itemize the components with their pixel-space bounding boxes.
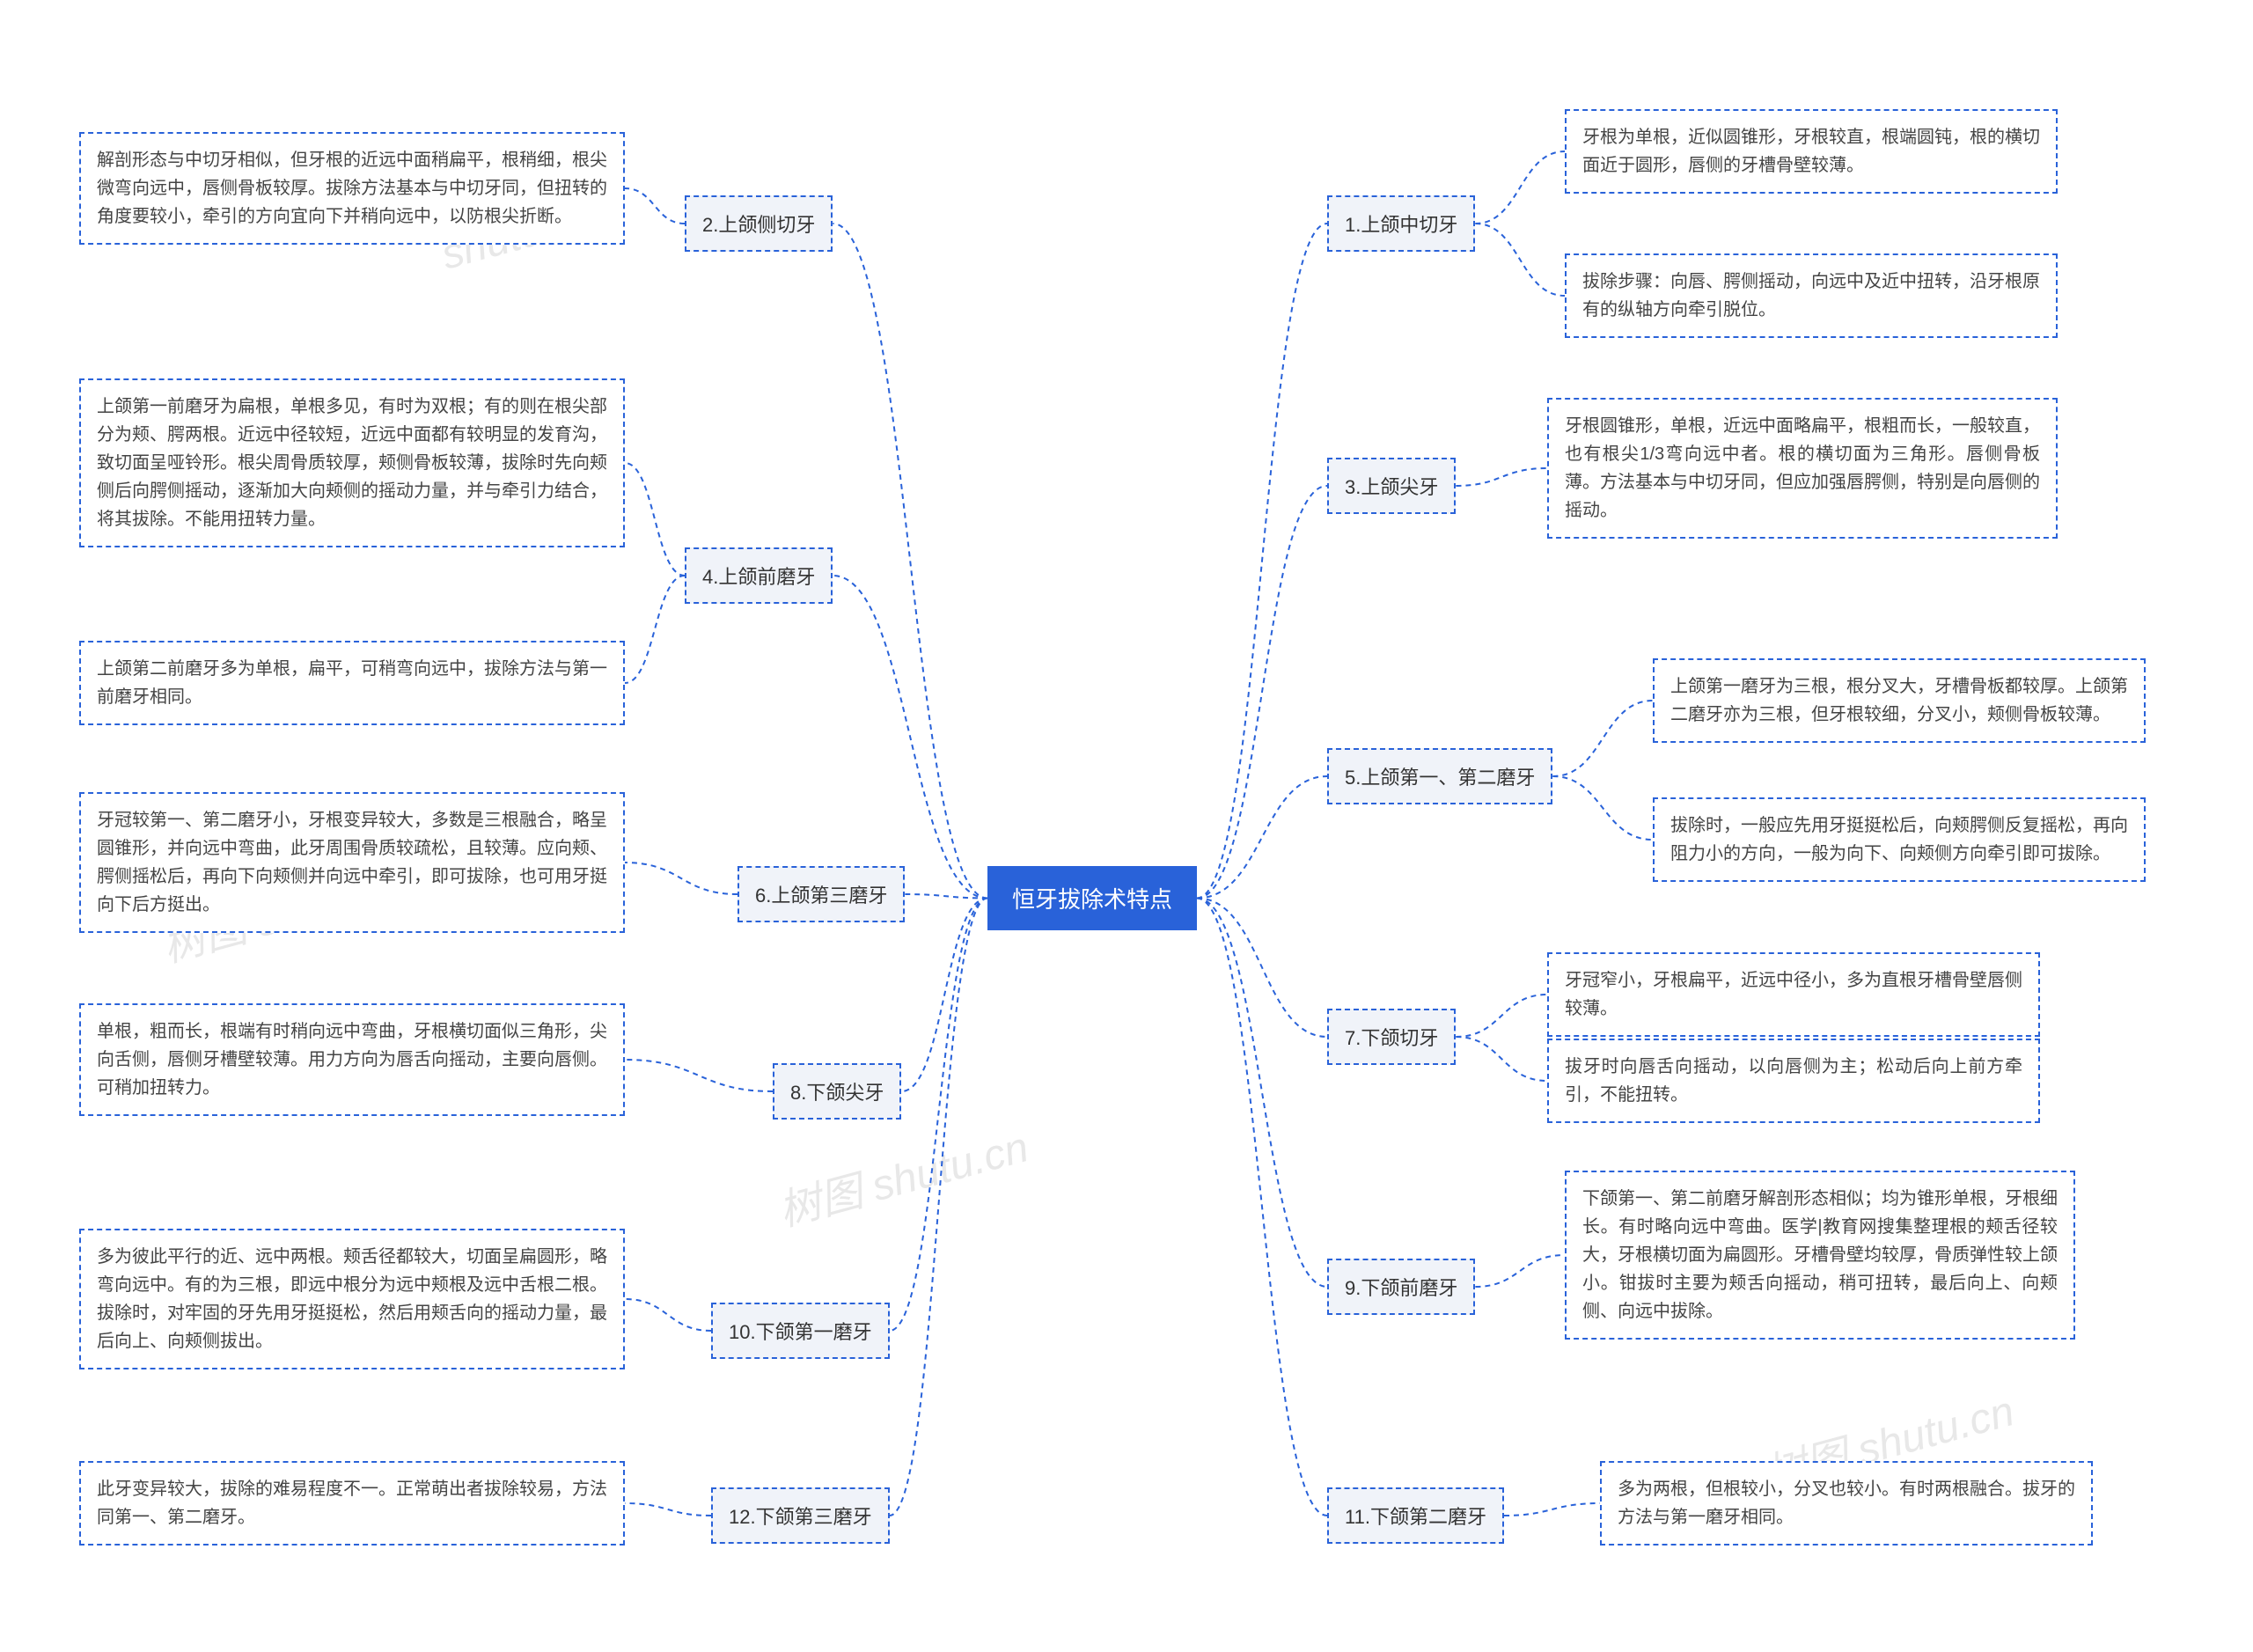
detail-node: 拔除步骤：向唇、腭侧摇动，向远中及近中扭转，沿牙根原有的纵轴方向牵引脱位。 [1565,253,2058,338]
detail-node: 多为彼此平行的近、远中两根。颊舌径都较大，切面呈扁圆形，略弯向远中。有的为三根，… [79,1229,625,1369]
topic-node-t11: 11.下颌第二磨牙 [1327,1487,1504,1544]
topic-node-t7: 7.下颌切牙 [1327,1009,1456,1065]
topic-node-t2: 2.上颌侧切牙 [685,195,833,252]
topic-node-t9: 9.下颌前磨牙 [1327,1259,1475,1315]
center-node: 恒牙拔除术特点 [987,866,1197,930]
topic-node-t3: 3.上颌尖牙 [1327,458,1456,514]
detail-node: 拔牙时向唇舌向摇动，以向唇侧为主；松动后向上前方牵引，不能扭转。 [1547,1039,2040,1123]
detail-node: 上颌第一磨牙为三根，根分叉大，牙槽骨板都较厚。上颌第二磨牙亦为三根，但牙根较细，… [1653,658,2146,743]
detail-node: 牙冠较第一、第二磨牙小，牙根变异较大，多数是三根融合，略呈圆锥形，并向远中弯曲，… [79,792,625,933]
detail-node: 下颌第一、第二前磨牙解剖形态相似；均为锥形单根，牙根细长。有时略向远中弯曲。医学… [1565,1171,2075,1340]
topic-node-t6: 6.上颌第三磨牙 [738,866,905,922]
topic-node-t1: 1.上颌中切牙 [1327,195,1475,252]
detail-node: 此牙变异较大，拔除的难易程度不一。正常萌出者拔除较易，方法同第一、第二磨牙。 [79,1461,625,1546]
topic-node-t10: 10.下颌第一磨牙 [711,1303,890,1359]
topic-node-t12: 12.下颌第三磨牙 [711,1487,890,1544]
detail-node: 解剖形态与中切牙相似，但牙根的近远中面稍扁平，根稍细，根尖微弯向远中，唇侧骨板较… [79,132,625,245]
detail-node: 多为两根，但根较小，分叉也较小。有时两根融合。拔牙的方法与第一磨牙相同。 [1600,1461,2093,1546]
topic-node-t5: 5.上颌第一、第二磨牙 [1327,748,1552,804]
detail-node: 上颌第二前磨牙多为单根，扁平，可稍弯向远中，拔除方法与第一前磨牙相同。 [79,641,625,725]
topic-node-t4: 4.上颌前磨牙 [685,547,833,604]
detail-node: 单根，粗而长，根端有时稍向远中弯曲，牙根横切面似三角形，尖向舌侧，唇侧牙槽壁较薄… [79,1003,625,1116]
topic-node-t8: 8.下颌尖牙 [773,1063,901,1120]
detail-node: 上颌第一前磨牙为扁根，单根多见，有时为双根；有的则在根尖部分为颊、腭两根。近远中… [79,378,625,547]
detail-node: 拔除时，一般应先用牙挺挺松后，向颊腭侧反复摇松，再向阻力小的方向，一般为向下、向… [1653,797,2146,882]
detail-node: 牙冠窄小，牙根扁平，近远中径小，多为直根牙槽骨壁唇侧较薄。 [1547,952,2040,1037]
detail-node: 牙根圆锥形，单根，近远中面略扁平，根粗而长，一般较直，也有根尖1/3弯向远中者。… [1547,398,2058,539]
watermark: 树图 shutu.cn [771,1112,1034,1238]
detail-node: 牙根为单根，近似圆锥形，牙根较直，根端圆钝，根的横切面近于圆形，唇侧的牙槽骨壁较… [1565,109,2058,194]
